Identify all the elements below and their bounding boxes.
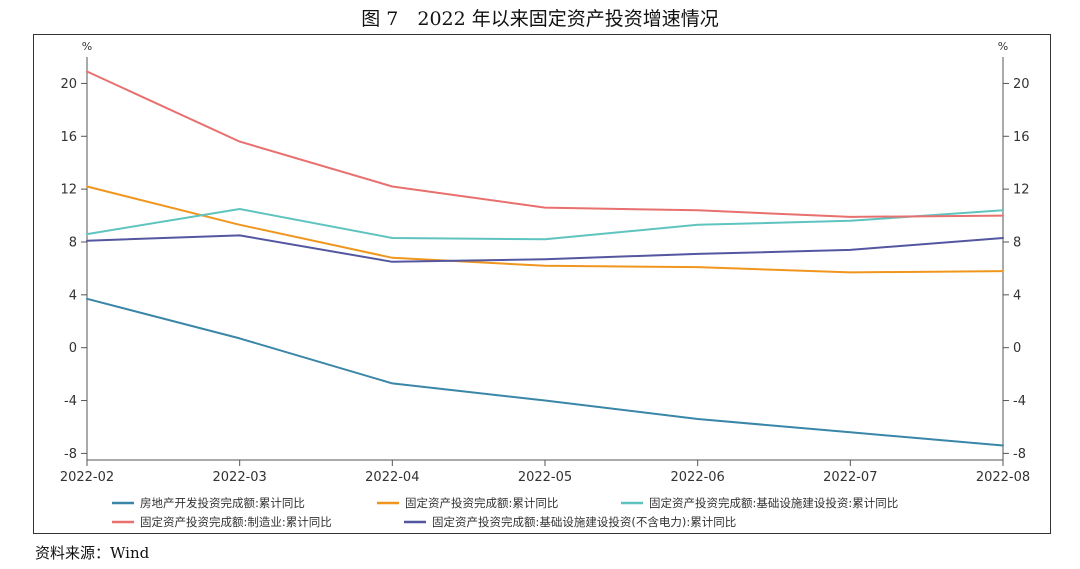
chart-frame: %% -8 -8 -4 -4 0 0 4 4 8 8 12 12 16 16 20 20 2022-02 2022-… (33, 34, 1051, 534)
series-line-5 (86, 234, 1004, 263)
legend-label-1: 房地产开发投资完成额:累计同比 (140, 496, 305, 510)
legend-label-5: 固定资产投资完成额:基础设施建设投资(不含电力):累计同比 (432, 515, 736, 529)
y-tick-label-left: 4 (69, 288, 77, 303)
y-tick-label-left: -8 (64, 447, 77, 462)
legend-item-1: 房地产开发投资完成额:累计同比 (112, 496, 305, 510)
y-tick-label-right: -4 (1013, 394, 1026, 409)
legend-item-2: 固定资产投资完成额:累计同比 (377, 496, 558, 510)
line-chart: % % -8 -8 -4 -4 0 0 4 4 8 8 12 12 16 16 20 20 2022-02 2022-… (60, 40, 1030, 529)
y-unit-right: % (998, 40, 1008, 53)
y-tick-label-right: 16 (1013, 130, 1030, 145)
series-line-3 (86, 208, 1004, 241)
y-tick-label-left: 20 (60, 77, 77, 92)
legend-item-3: 固定资产投资完成额:基础设施建设投资:累计同比 (621, 496, 898, 510)
legend-item-5: 固定资产投资完成额:基础设施建设投资(不含电力):累计同比 (404, 515, 736, 529)
y-tick-label-right: 4 (1013, 288, 1021, 303)
y-tick-label-right: 12 (1013, 183, 1030, 198)
x-tick-label: 2022-03 (213, 470, 267, 485)
x-tick-label: 2022-06 (671, 470, 725, 485)
legend-label-4: 固定资产投资完成额:制造业:累计同比 (140, 515, 332, 529)
y-tick-label-right: -8 (1013, 447, 1026, 462)
series-line-4 (86, 70, 1004, 218)
x-tick-label: 2022-08 (976, 470, 1030, 485)
legend-label-3: 固定资产投资完成额:基础设施建设投资:累计同比 (649, 496, 898, 510)
source-note: 资料来源：Wind (35, 544, 150, 562)
x-tick-label: 2022-02 (60, 470, 114, 485)
y-unit-left: % (82, 40, 92, 53)
series-line-2 (86, 185, 1004, 274)
x-tick-label: 2022-05 (518, 470, 572, 485)
y-tick-label-left: 12 (60, 183, 77, 198)
y-tick-label-left: 16 (60, 130, 77, 145)
legend-label-2: 固定资产投资完成额:累计同比 (405, 496, 558, 510)
y-tick-label-left: 0 (69, 341, 77, 356)
y-tick-label-right: 8 (1013, 235, 1021, 250)
x-tick-label: 2022-07 (823, 470, 877, 485)
figure-title: 图 7 2022 年以来固定资产投资增速情况 (361, 8, 719, 30)
y-tick-label-right: 20 (1013, 77, 1030, 92)
legend-item-4: 固定资产投资完成额:制造业:累计同比 (112, 515, 332, 529)
y-tick-label-left: 8 (69, 235, 77, 250)
x-tick-label: 2022-04 (365, 470, 419, 485)
y-tick-label-right: 0 (1013, 341, 1021, 356)
y-tick-label-left: -4 (64, 394, 77, 409)
series-line-1 (86, 297, 1004, 447)
